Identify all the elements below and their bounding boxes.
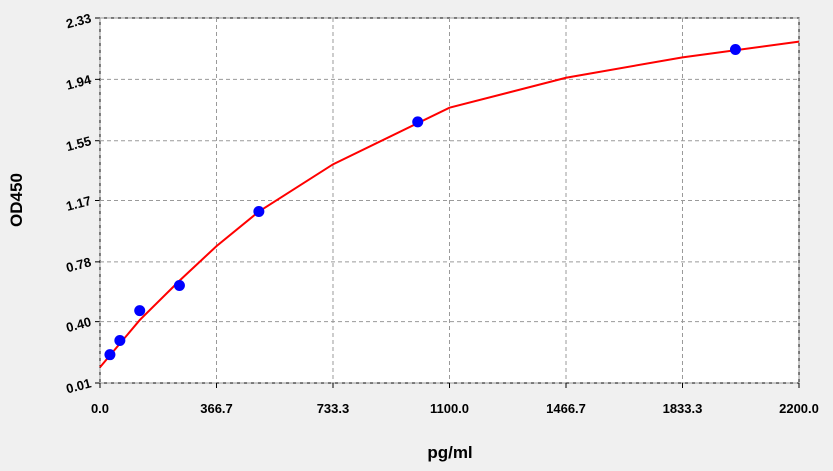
x-tick-label: 2200.0 bbox=[779, 401, 819, 416]
data-point bbox=[729, 43, 741, 55]
y-tick-label: 0.01 bbox=[64, 375, 92, 396]
x-tick-label: 733.3 bbox=[317, 401, 350, 416]
x-tick-label: 1100.0 bbox=[430, 401, 469, 416]
data-point bbox=[134, 305, 146, 317]
y-tick-label: 1.55 bbox=[64, 133, 92, 154]
x-tick-label: 366.7 bbox=[200, 401, 233, 416]
x-tick-label: 1833.3 bbox=[663, 401, 703, 416]
y-tick-label: 1.17 bbox=[64, 193, 92, 214]
data-point bbox=[253, 206, 265, 218]
y-tick-label: 0.40 bbox=[64, 314, 92, 335]
data-point bbox=[412, 116, 424, 128]
y-axis-label: OD450 bbox=[7, 173, 26, 227]
y-tick-label: 1.94 bbox=[64, 72, 93, 93]
data-point bbox=[104, 349, 116, 361]
y-tick-label: 2.33 bbox=[64, 10, 92, 31]
data-point bbox=[173, 279, 185, 291]
x-tick-label: 1466.7 bbox=[546, 401, 586, 416]
x-axis-label: pg/ml bbox=[427, 443, 472, 462]
data-point bbox=[114, 335, 126, 347]
y-tick-label: 0.78 bbox=[64, 254, 92, 275]
x-tick-label: 0.0 bbox=[91, 401, 109, 416]
